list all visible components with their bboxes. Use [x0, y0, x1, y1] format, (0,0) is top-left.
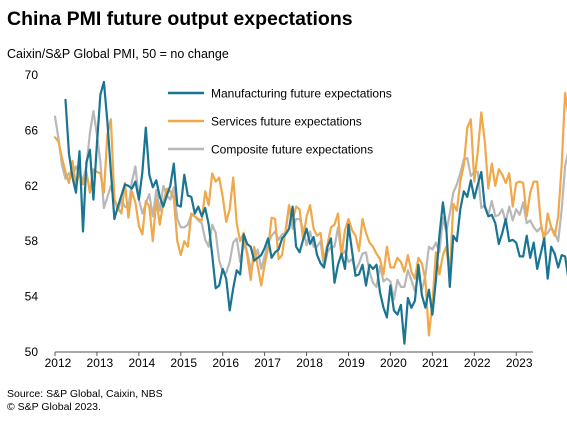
series-line-composite [53, 109, 567, 301]
x-tick-label: 2018 [296, 356, 323, 370]
chart-subtitle: Caixin/S&P Global PMI, 50 = no change [7, 47, 229, 61]
legend-label-services: Services future expectations [211, 115, 362, 129]
x-tick-label: 2019 [338, 356, 365, 370]
x-tick-label: 2021 [422, 356, 449, 370]
x-tick-label: 2022 [464, 356, 491, 370]
x-tick-label: 2014 [128, 356, 155, 370]
x-tick-label: 2016 [212, 356, 239, 370]
y-tick-label: 58 [25, 234, 39, 248]
footer: Source: S&P Global, Caixin, NBS © S&P Gl… [7, 388, 163, 414]
x-tick-label: 2017 [254, 356, 281, 370]
y-tick-label: 66 [25, 123, 39, 137]
y-tick-label: 62 [25, 179, 39, 193]
copyright-note: © S&P Global 2023. [7, 401, 101, 413]
x-tick-label: 2020 [380, 356, 407, 370]
x-tick-label: 2015 [170, 356, 197, 370]
y-tick-label: 50 [25, 345, 39, 359]
y-tick-label: 54 [25, 290, 39, 304]
x-tick-label: 2013 [87, 356, 114, 370]
page-title: China PMI future output expectations [7, 8, 353, 30]
series-line-manufacturing [64, 80, 567, 345]
series-line-services [53, 91, 567, 337]
legend-label-manufacturing: Manufacturing future expectations [211, 87, 392, 101]
y-tick-label: 70 [25, 68, 39, 82]
legend-label-composite: Composite future expectations [211, 143, 373, 157]
x-tick-label: 2023 [506, 356, 533, 370]
x-tick-label: 2012 [45, 356, 72, 370]
source-note: Source: S&P Global, Caixin, NBS [7, 388, 163, 400]
